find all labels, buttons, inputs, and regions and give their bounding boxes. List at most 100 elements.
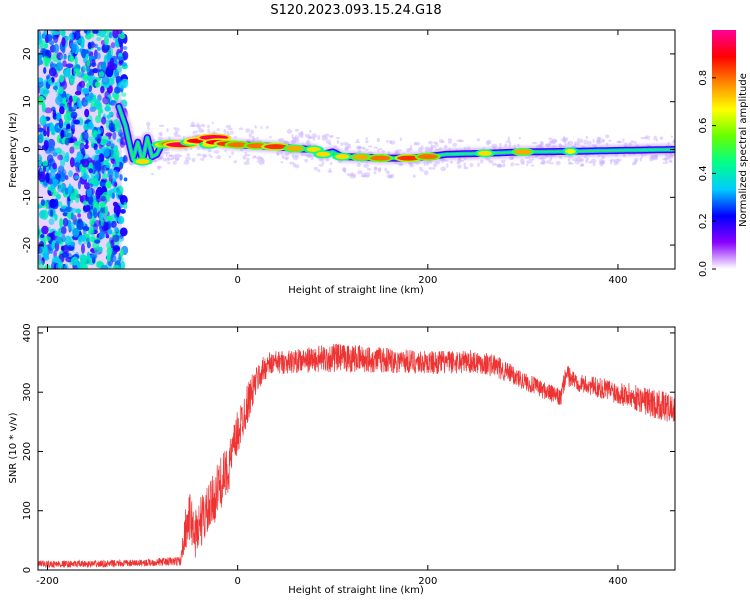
haze-speck	[310, 156, 314, 161]
noise-speck	[93, 207, 98, 218]
noise-speck	[51, 240, 56, 250]
spectrogram-x-label: Height of straight line (km)	[288, 285, 424, 296]
noise-speck	[79, 254, 88, 263]
noise-speck	[61, 234, 66, 243]
noise-speck	[87, 195, 94, 205]
noise-speck	[107, 61, 114, 71]
noise-speck	[38, 204, 43, 209]
haze-speck	[528, 158, 535, 162]
haze-speck	[174, 130, 179, 134]
haze-speck	[343, 141, 349, 146]
x-tick-label: 400	[608, 275, 627, 286]
haze-speck	[300, 130, 304, 136]
noise-speck	[64, 36, 71, 41]
haze-speck	[365, 137, 368, 140]
haze-speck	[659, 136, 664, 141]
noise-speck	[62, 244, 70, 254]
haze-speck	[174, 156, 180, 161]
noise-speck	[43, 235, 51, 242]
noise-speck	[110, 254, 117, 263]
haze-speck	[526, 160, 530, 164]
ridge-peak	[514, 149, 532, 155]
haze-speck	[510, 162, 515, 167]
haze-speck	[373, 171, 377, 175]
haze-speck	[664, 160, 669, 165]
haze-speck	[327, 170, 333, 173]
haze-speck	[191, 157, 196, 163]
noise-speck	[111, 192, 115, 199]
noise-speck	[95, 115, 102, 124]
noise-speck	[68, 170, 73, 178]
noise-speck	[49, 63, 58, 68]
noise-speck	[94, 81, 101, 88]
noise-speck	[104, 105, 111, 112]
noise-speck	[103, 35, 109, 46]
haze-speck	[248, 133, 252, 138]
haze-speck	[355, 145, 362, 150]
noise-speck	[66, 123, 71, 130]
noise-speck	[69, 157, 75, 168]
noise-speck	[117, 216, 125, 225]
noise-speck	[76, 100, 81, 108]
haze-speck	[309, 129, 312, 134]
noise-speck	[95, 188, 101, 200]
noise-speck	[108, 31, 113, 39]
ridge-peak	[286, 146, 304, 152]
haze-speck	[432, 163, 438, 167]
haze-speck	[377, 148, 380, 153]
noise-speck	[45, 75, 50, 80]
haze-speck	[174, 127, 180, 132]
spectrogram-y-ticks: -20 -10 0 10 20	[22, 48, 675, 253]
haze-speck	[376, 137, 381, 143]
noise-speck	[87, 75, 94, 85]
haze-speck	[296, 137, 300, 143]
haze-speck	[210, 155, 213, 159]
haze-speck	[329, 135, 332, 138]
haze-speck	[201, 153, 208, 158]
haze-speck	[342, 167, 347, 173]
haze-speck	[317, 169, 321, 173]
y-tick-label: 100	[22, 501, 33, 520]
noise-speck	[123, 201, 128, 210]
noise-speck	[106, 254, 112, 260]
noise-speck	[38, 55, 42, 66]
noise-speck	[38, 259, 45, 269]
noise-speck	[72, 227, 80, 238]
haze-speck	[476, 138, 481, 142]
noise-speck	[70, 207, 77, 214]
noise-speck	[39, 127, 43, 133]
haze-speck	[549, 162, 554, 165]
noise-speck	[45, 201, 49, 210]
x-tick-label: 200	[418, 576, 437, 587]
haze-speck	[545, 143, 551, 147]
haze-speck	[504, 143, 508, 148]
haze-speck	[585, 135, 589, 140]
noise-speck	[123, 177, 128, 182]
haze-speck	[586, 140, 589, 145]
noise-speck	[112, 30, 119, 39]
haze-speck	[344, 145, 350, 151]
noise-speck	[91, 154, 100, 161]
haze-speck	[227, 127, 233, 131]
noise-speck	[117, 56, 124, 61]
noise-speck	[49, 121, 53, 131]
haze-speck	[480, 159, 484, 164]
haze-speck	[492, 162, 497, 166]
haze-speck	[418, 166, 423, 170]
spectrogram-y-label: Frequency (Hz)	[8, 112, 19, 188]
noise-speck	[57, 154, 64, 161]
haze-speck	[260, 125, 263, 129]
haze-speck	[312, 136, 316, 141]
haze-speck	[529, 161, 533, 164]
noise-speck	[63, 69, 69, 78]
noise-speck	[61, 205, 67, 210]
haze-speck	[546, 160, 551, 164]
haze-speck	[384, 167, 388, 172]
ridge-peak	[417, 154, 438, 160]
haze-speck	[168, 154, 174, 157]
haze-speck	[496, 163, 502, 168]
noise-speck	[100, 264, 109, 269]
noise-speck	[82, 64, 87, 71]
noise-speck	[82, 130, 89, 141]
snr-series	[38, 343, 675, 569]
